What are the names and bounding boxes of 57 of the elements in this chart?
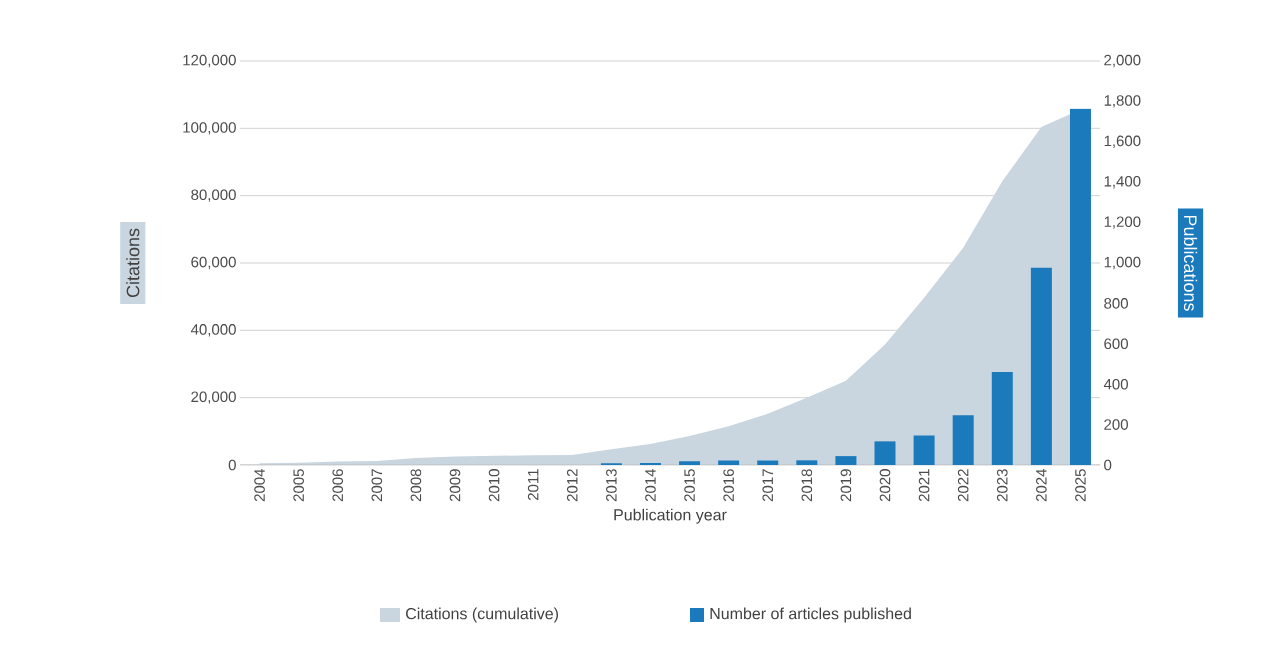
x-tick-label: 2007: [371, 469, 383, 502]
legend-label: Citations (cumulative): [406, 607, 558, 623]
y-tick-label: 120,000: [183, 54, 236, 68]
x-tick-label: 2015: [684, 469, 695, 502]
y2-tick-label: 600: [1104, 338, 1128, 350]
y2-tick-label: 1,400: [1104, 175, 1141, 189]
bar: [991, 372, 1013, 465]
bar: [679, 461, 701, 465]
x-tick-label: 2016: [723, 469, 734, 502]
bar: [952, 415, 974, 465]
x-tick-label: 2013: [606, 469, 617, 502]
legend-label: Number of articles published: [710, 607, 911, 623]
x-tick-label: 2010: [488, 469, 500, 502]
x-tick-label: 2009: [449, 469, 461, 502]
x-tick-label: 2020: [879, 469, 891, 502]
x-tick-label: 2024: [1036, 468, 1047, 502]
x-tick-label: 2005: [293, 469, 304, 502]
bar: [913, 435, 935, 465]
bar: [639, 462, 661, 465]
bar: [718, 460, 740, 465]
x-tick-label: 2014: [645, 468, 656, 502]
y2-tick-label: 2,000: [1104, 54, 1141, 68]
y2-tick-label: 0: [1104, 459, 1112, 471]
x-tick-label: 2022: [957, 469, 969, 502]
x-tick-label: 2025: [1075, 469, 1086, 502]
bar: [796, 460, 818, 465]
y2-tick-label: 1,200: [1104, 216, 1141, 229]
bar: [1069, 108, 1091, 465]
y-tick-label: 20,000: [191, 391, 236, 404]
y2-tick-label: 200: [1104, 419, 1128, 430]
x-tick-label: 2021: [918, 469, 930, 502]
x-tick-label: 2017: [762, 469, 774, 502]
x-tick-label: 2019: [840, 469, 852, 502]
y2-axis-title: Publications: [1183, 215, 1198, 311]
y-tick-label: 40,000: [190, 324, 236, 337]
bar: [835, 456, 857, 465]
y2-tick-label: 1,000: [1104, 256, 1141, 270]
y2-tick-label: 1,600: [1104, 135, 1141, 148]
y2-tick-label: 800: [1104, 298, 1128, 309]
x-tick-label: 2006: [332, 469, 344, 502]
x-tick-label: 2011: [527, 469, 539, 501]
bar: [1030, 267, 1052, 465]
x-tick-label: 2008: [410, 469, 422, 502]
y-axis-title: Citations: [126, 228, 140, 298]
bar: [874, 441, 896, 465]
bar: [757, 460, 779, 465]
x-tick-label: 2004: [254, 468, 265, 502]
y-tick-label: 0: [228, 459, 236, 471]
y2-tick-label: 1,800: [1104, 95, 1141, 108]
y-tick-label: 60,000: [191, 256, 236, 270]
x-tick-label: 2018: [801, 469, 813, 502]
y2-tick-label: 400: [1103, 378, 1128, 390]
x-axis-title: Publication year: [614, 508, 727, 524]
x-tick-label: 2012: [566, 469, 578, 502]
y-tick-label: 100,000: [183, 122, 236, 135]
x-tick-label: 2023: [996, 469, 1008, 502]
y-tick-label: 80,000: [191, 189, 236, 202]
